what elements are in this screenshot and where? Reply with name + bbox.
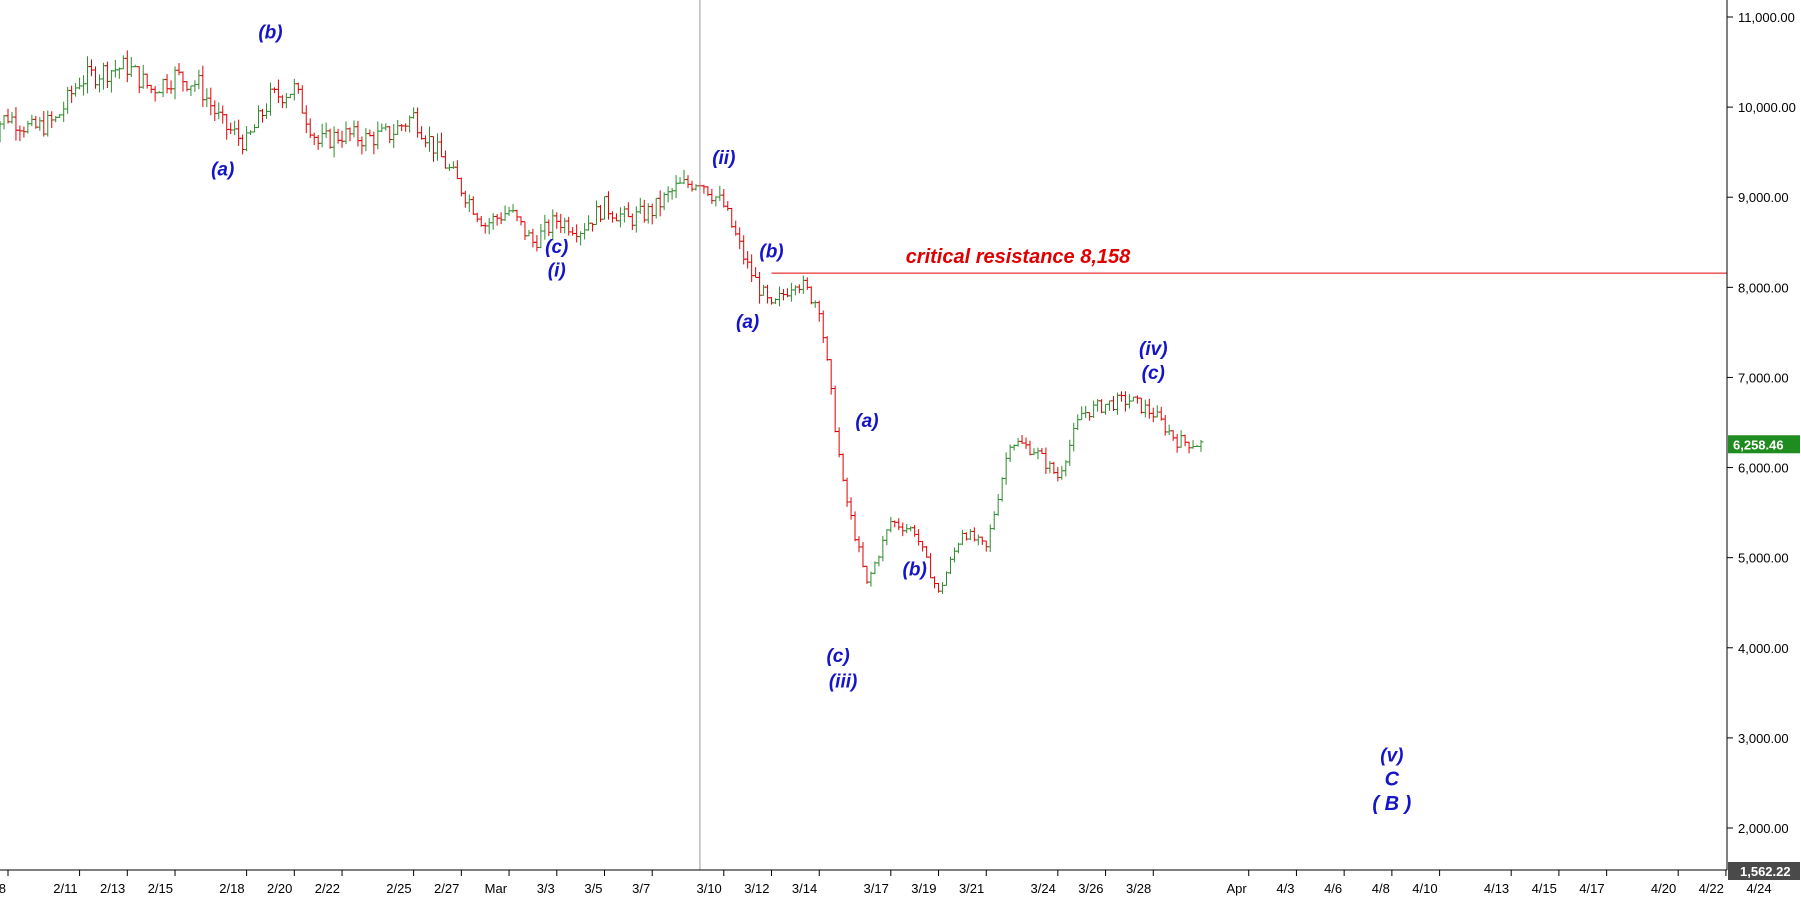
x-tick-label: 3/14 — [792, 881, 817, 896]
x-tick-label: 2/13 — [100, 881, 125, 896]
x-tick-label: 3/21 — [959, 881, 984, 896]
y-tick-label: 5,000.00 — [1738, 551, 1789, 566]
wave-label: (b) — [759, 242, 783, 263]
x-tick-label: 2/22 — [315, 881, 340, 896]
x-tick-label: 3/10 — [696, 881, 721, 896]
resistance-label: critical resistance 8,158 — [906, 246, 1131, 268]
wave-label: (c) — [1142, 363, 1165, 384]
x-tick-label: 3/5 — [584, 881, 602, 896]
y-tick-label: 3,000.00 — [1738, 731, 1789, 746]
x-tick-label: 3/7 — [632, 881, 650, 896]
last-price-badge: 6,258.46 — [1728, 435, 1800, 454]
x-tick-label: 3/24 — [1031, 881, 1056, 896]
x-tick-label: 4/3 — [1276, 881, 1294, 896]
wave-label: C — [1385, 769, 1400, 791]
x-tick-label: 3/26 — [1078, 881, 1103, 896]
x-tick-label: 2/20 — [267, 881, 292, 896]
x-tick-label: 2/27 — [434, 881, 459, 896]
x-axis: 2/8 2/11 2/13 2/15 2/18 2/20 2/22 2/25 2/27 Mar 3/… — [0, 870, 1775, 896]
x-tick-label: 3/17 — [864, 881, 889, 896]
wave-label: (i) — [548, 261, 566, 282]
x-tick-label: 4/13 — [1484, 881, 1509, 896]
x-tick-label: 4/15 — [1532, 881, 1557, 896]
x-tick-label: Apr — [1226, 881, 1247, 896]
x-tick-label: 4/24 — [1746, 881, 1771, 896]
x-tick-label: 4/22 — [1699, 881, 1724, 896]
bottom-value-badge: 1,562.22 — [1728, 862, 1800, 880]
x-tick-label: 3/19 — [911, 881, 936, 896]
x-tick-label: 4/20 — [1651, 881, 1676, 896]
x-tick-label: 4/6 — [1324, 881, 1342, 896]
y-tick-label: 7,000.00 — [1738, 370, 1789, 385]
x-tick-label: 3/12 — [744, 881, 769, 896]
x-tick-label: 4/10 — [1412, 881, 1437, 896]
x-tick-label: 4/17 — [1579, 881, 1604, 896]
x-tick-label: 2/11 — [53, 881, 77, 896]
wave-label: (iv) — [1139, 339, 1168, 360]
y-axis: 11,000.00 10,000.00 9,000.00 8,000.00 7,000.… — [1727, 10, 1796, 836]
x-tick-label: 3/28 — [1126, 881, 1151, 896]
last-price-value: 6,258.46 — [1733, 437, 1784, 452]
y-tick-label: 10,000.00 — [1738, 100, 1796, 115]
x-tick-label: Mar — [485, 881, 508, 896]
y-tick-label: 2,000.00 — [1738, 821, 1789, 836]
wave-label: (c) — [545, 237, 568, 258]
x-tick-label: 2/8 — [0, 881, 6, 896]
wave-label: ( B ) — [1372, 793, 1411, 815]
wave-labels: B (b) (a) (c) (i) (ii) (b) (a) (a) (c) (iii) (b) (iv… — [120, 0, 1412, 815]
y-tick-label: 4,000.00 — [1738, 641, 1789, 656]
bottom-value: 1,562.22 — [1740, 864, 1791, 879]
candlestick-series — [0, 50, 1204, 594]
x-tick-label: 2/25 — [386, 881, 411, 896]
wave-label: (iii) — [829, 671, 858, 692]
wave-label: (a) — [736, 312, 759, 333]
wave-label: (v) — [1380, 745, 1403, 766]
wave-label: (ii) — [712, 148, 735, 169]
y-tick-label: 11,000.00 — [1738, 10, 1795, 25]
wave-label: (b) — [903, 560, 927, 581]
wave-label: (b) — [258, 23, 282, 44]
wave-label: (c) — [826, 646, 849, 667]
y-tick-label: 6,000.00 — [1738, 461, 1789, 476]
wave-label: (a) — [855, 411, 878, 432]
x-tick-label: 2/18 — [219, 881, 244, 896]
y-tick-label: 8,000.00 — [1738, 280, 1789, 295]
wave-label: (a) — [211, 160, 234, 181]
y-tick-label: 9,000.00 — [1738, 190, 1789, 205]
x-tick-label: 2/15 — [148, 881, 173, 896]
wave-label: B — [120, 0, 134, 2]
x-tick-label: 3/3 — [537, 881, 555, 896]
x-tick-label: 4/8 — [1372, 881, 1390, 896]
